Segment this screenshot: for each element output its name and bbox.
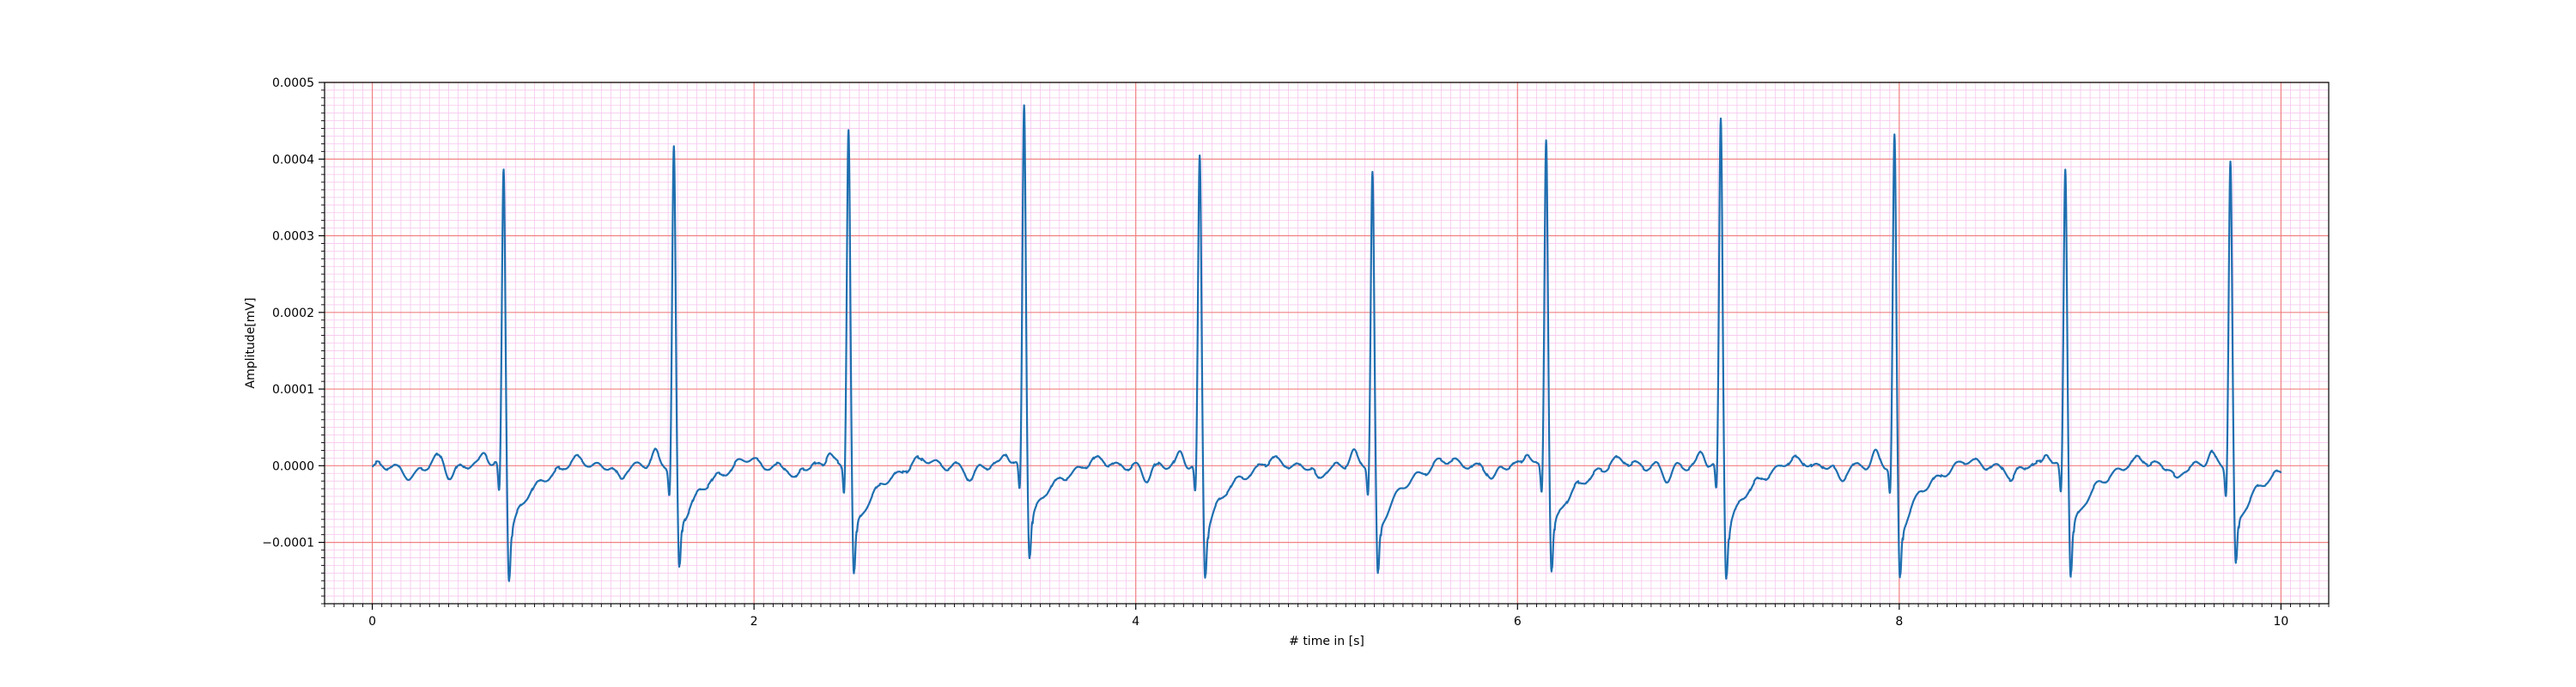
y-tick-label: 0.0001 — [272, 383, 314, 397]
y-tick-label: 0.0004 — [272, 153, 314, 167]
x-tick-label: 0 — [368, 615, 376, 629]
y-axis-label: Amplitude[mV] — [244, 298, 258, 389]
y-tick-label: 0.0005 — [272, 76, 314, 90]
y-tick-label: −0.0001 — [262, 537, 314, 550]
x-axis-label: # time in [s] — [1289, 635, 1364, 648]
x-tick-label: 2 — [750, 615, 758, 629]
minor-grid — [324, 82, 2330, 605]
x-tick-label: 8 — [1895, 615, 1903, 629]
y-tick-label: 0.0000 — [272, 459, 314, 473]
x-tick-label: 10 — [2274, 615, 2289, 629]
x-tick-label: 6 — [1514, 615, 1522, 629]
tick-labels: 0 2 4 6 8 10 −0.0001 0.0000 0.0001 0.0002 0.0003 0.… — [262, 76, 2288, 629]
y-tick-label: 0.0002 — [272, 307, 314, 320]
axis-ticks — [319, 82, 2330, 610]
y-tick-label: 0.0003 — [272, 230, 314, 244]
ecg-signal-line — [371, 104, 2282, 582]
x-tick-label: 4 — [1132, 615, 1139, 629]
